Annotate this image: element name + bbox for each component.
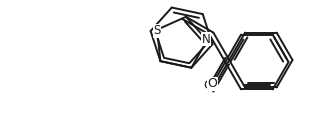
Text: O: O — [207, 77, 217, 90]
Text: N: N — [202, 33, 211, 46]
Text: S: S — [153, 24, 161, 37]
Text: O: O — [204, 79, 213, 92]
